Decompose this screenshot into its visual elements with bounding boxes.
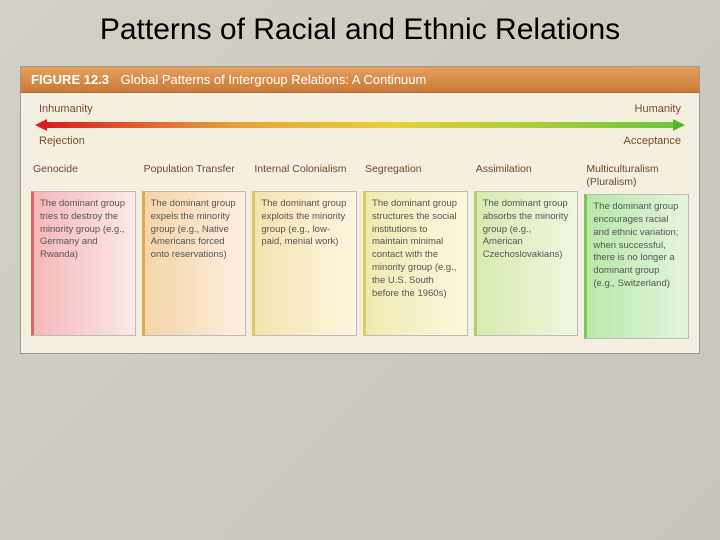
columns-area: Genocide The dominant group tries to des…: [21, 155, 699, 353]
continuum-arrow: [35, 119, 685, 131]
column-body: The dominant group expels the minority g…: [142, 191, 247, 336]
label-acceptance: Acceptance: [624, 135, 681, 147]
column-body: The dominant group encourages racial and…: [584, 194, 689, 339]
spectrum-labels-top: Inhumanity Humanity: [35, 103, 685, 115]
column-body: The dominant group exploits the minority…: [252, 191, 357, 336]
column-body: The dominant group absorbs the minority …: [474, 191, 579, 336]
column-title: Internal Colonialism: [252, 161, 357, 191]
column-title: Genocide: [31, 161, 136, 191]
column-multiculturalism: Multiculturalism (Pluralism) The dominan…: [584, 161, 689, 339]
column-title: Population Transfer: [142, 161, 247, 191]
figure-container: FIGURE 12.3 Global Patterns of Intergrou…: [20, 66, 700, 354]
column-body: The dominant group structures the social…: [363, 191, 468, 336]
label-inhumanity: Inhumanity: [39, 103, 93, 115]
figure-header: FIGURE 12.3 Global Patterns of Intergrou…: [21, 67, 699, 93]
column-title: Segregation: [363, 161, 468, 191]
figure-caption: Global Patterns of Intergroup Relations:…: [121, 72, 427, 87]
slide-title: Patterns of Racial and Ethnic Relations: [20, 12, 700, 48]
spectrum-labels-bottom: Rejection Acceptance: [35, 135, 685, 147]
column-genocide: Genocide The dominant group tries to des…: [31, 161, 136, 339]
arrow-gradient: [45, 122, 675, 128]
column-body: The dominant group tries to destroy the …: [31, 191, 136, 336]
column-title: Multiculturalism (Pluralism): [584, 161, 689, 194]
spectrum-area: Inhumanity Humanity Rejection Acceptance: [21, 93, 699, 155]
column-title: Assimilation: [474, 161, 579, 191]
column-assimilation: Assimilation The dominant group absorbs …: [474, 161, 579, 339]
figure-number: FIGURE 12.3: [31, 72, 109, 87]
arrow-right-icon: [673, 119, 685, 131]
column-population-transfer: Population Transfer The dominant group e…: [142, 161, 247, 339]
label-rejection: Rejection: [39, 135, 85, 147]
column-segregation: Segregation The dominant group structure…: [363, 161, 468, 339]
column-internal-colonialism: Internal Colonialism The dominant group …: [252, 161, 357, 339]
label-humanity: Humanity: [635, 103, 681, 115]
